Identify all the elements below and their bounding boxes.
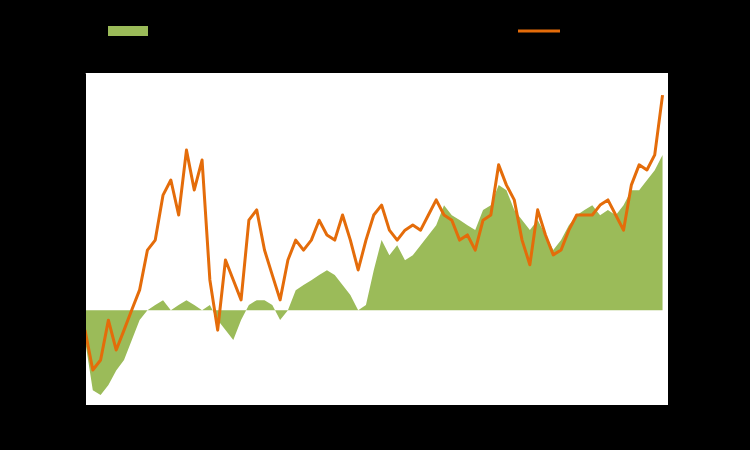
tick — [79, 221, 85, 222]
tick-mark — [668, 120, 674, 121]
tick-mark — [79, 331, 85, 332]
tick — [79, 147, 85, 148]
tick — [79, 331, 85, 332]
tick — [79, 294, 85, 295]
tick-mark — [163, 405, 164, 411]
tick — [163, 405, 164, 411]
tick — [668, 73, 674, 74]
tick-mark — [79, 257, 85, 258]
tick — [475, 405, 476, 411]
legend — [108, 26, 560, 36]
tick — [668, 358, 674, 359]
tick-mark — [79, 294, 85, 295]
tick — [668, 168, 674, 169]
plot-area — [85, 95, 663, 395]
tick — [241, 405, 242, 411]
tick-mark — [79, 73, 85, 74]
tick-mark — [241, 405, 242, 411]
chart — [0, 0, 750, 450]
x-axis — [86, 405, 669, 411]
plot-background — [85, 73, 668, 405]
tick — [668, 215, 674, 216]
tick — [397, 405, 398, 411]
legend-swatch — [108, 26, 148, 36]
tick-mark — [79, 110, 85, 111]
tick — [79, 73, 85, 74]
area-series — [85, 155, 663, 395]
legend-swatch — [518, 30, 560, 33]
tick — [79, 110, 85, 111]
tick — [553, 405, 554, 411]
tick-mark — [668, 168, 674, 169]
tick — [668, 263, 674, 264]
y-axis — [79, 74, 86, 406]
tick-mark — [668, 215, 674, 216]
tick-mark — [668, 310, 674, 311]
tick-mark — [79, 405, 85, 406]
tick-mark — [319, 405, 320, 411]
tick — [668, 120, 674, 121]
tick — [79, 368, 85, 369]
tick-mark — [475, 405, 476, 411]
tick — [319, 405, 320, 411]
tick-mark — [668, 263, 674, 264]
tick — [79, 257, 85, 258]
line-series — [85, 95, 663, 370]
axis-line — [669, 74, 675, 406]
tick-mark — [631, 405, 632, 411]
tick — [668, 405, 674, 406]
tick-mark — [397, 405, 398, 411]
tick-mark — [79, 147, 85, 148]
tick — [631, 405, 632, 411]
tick — [79, 184, 85, 185]
tick-mark — [79, 184, 85, 185]
tick-mark — [79, 221, 85, 222]
tick — [79, 405, 85, 406]
y2-axis — [668, 74, 674, 406]
tick-mark — [668, 405, 674, 406]
axis-line — [86, 406, 669, 412]
axis-line — [79, 74, 86, 406]
tick — [668, 310, 674, 311]
tick-mark — [668, 73, 674, 74]
tick-mark — [668, 358, 674, 359]
tick-mark — [553, 405, 554, 411]
tick-mark — [79, 368, 85, 369]
